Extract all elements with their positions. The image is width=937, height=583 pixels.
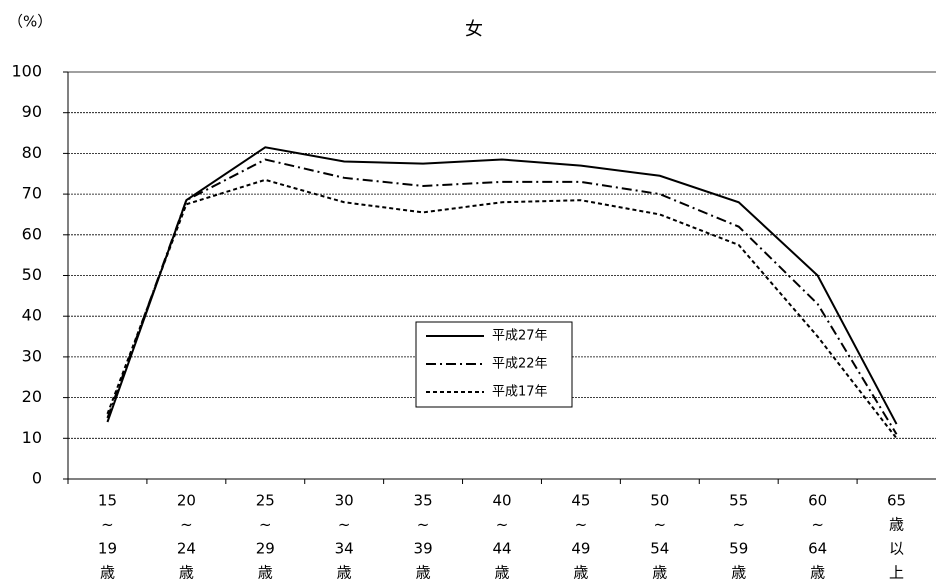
x-tick-label: ~ — [417, 516, 430, 534]
x-tick-label: 19 — [98, 540, 117, 558]
x-tick-label: 40 — [492, 492, 511, 510]
x-tick-label: ~ — [496, 516, 509, 534]
y-tick-label: 60 — [22, 224, 42, 243]
series-line — [106, 178, 898, 439]
x-tick-label: 30 — [335, 492, 354, 510]
x-tick-label: 歳 — [258, 564, 273, 582]
x-tick-label: ~ — [338, 516, 351, 534]
x-tick-label: 54 — [650, 540, 669, 558]
y-axis-label: （%） — [8, 13, 52, 31]
y-tick-label: 100 — [11, 62, 42, 81]
y-tick-label: 20 — [22, 387, 42, 406]
x-tick-label: 29 — [256, 540, 275, 558]
x-tick-label: 60 — [808, 492, 827, 510]
x-tick-label: 歳 — [337, 564, 352, 582]
x-tick-label: 20 — [177, 492, 196, 510]
legend-label: 平成27年 — [492, 329, 548, 344]
chart-title: 女 — [465, 19, 483, 40]
x-tick-label: ~ — [732, 516, 745, 534]
x-tick-label: 15 — [98, 492, 117, 510]
x-tick-label: 44 — [492, 540, 511, 558]
x-tick-label: 35 — [414, 492, 433, 510]
x-tick-label: 歳 — [100, 564, 115, 582]
x-tick-label: ~ — [180, 516, 193, 534]
x-tick-label: 歳 — [889, 516, 904, 534]
x-tick-label: 59 — [729, 540, 748, 558]
x-tick-label: 50 — [650, 492, 669, 510]
y-tick-label: 0 — [32, 469, 42, 488]
x-tick-label: 55 — [729, 492, 748, 510]
y-tick-label: 40 — [22, 306, 42, 325]
series-line — [106, 146, 898, 425]
x-tick-label: 25 — [256, 492, 275, 510]
x-tick-label: ~ — [654, 516, 667, 534]
x-tick-label: 歳 — [179, 564, 194, 582]
legend-label: 平成17年 — [492, 385, 548, 400]
x-tick-label: ~ — [101, 516, 114, 534]
y-tick-label: 90 — [22, 102, 42, 121]
x-tick-label: 歳 — [810, 564, 825, 582]
x-tick-label: 以 — [889, 540, 904, 558]
x-tick-label: 24 — [177, 540, 196, 558]
x-tick-label: 34 — [335, 540, 354, 558]
legend-label: 平成22年 — [492, 357, 548, 372]
x-tick-label: 64 — [808, 540, 827, 558]
x-tick-label: ~ — [259, 516, 272, 534]
series-line — [106, 158, 898, 435]
y-tick-label: 10 — [22, 428, 42, 447]
y-tick-label: 70 — [22, 184, 42, 203]
x-tick-label: 65 — [887, 492, 906, 510]
x-tick-label: 歳 — [652, 564, 667, 582]
y-tick-label: 80 — [22, 143, 42, 162]
x-tick-label: ~ — [811, 516, 824, 534]
x-tick-label: 上 — [889, 564, 904, 582]
x-tick-label: 歳 — [731, 564, 746, 582]
y-tick-label: 30 — [22, 346, 42, 365]
x-tick-label: 49 — [571, 540, 590, 558]
x-tick-label: 39 — [414, 540, 433, 558]
x-tick-label: 歳 — [494, 564, 509, 582]
x-tick-label: 歳 — [573, 564, 588, 582]
x-tick-label: ~ — [575, 516, 588, 534]
x-tick-label: 歳 — [416, 564, 431, 582]
x-tick-label: 45 — [571, 492, 590, 510]
y-tick-label: 50 — [22, 265, 42, 284]
